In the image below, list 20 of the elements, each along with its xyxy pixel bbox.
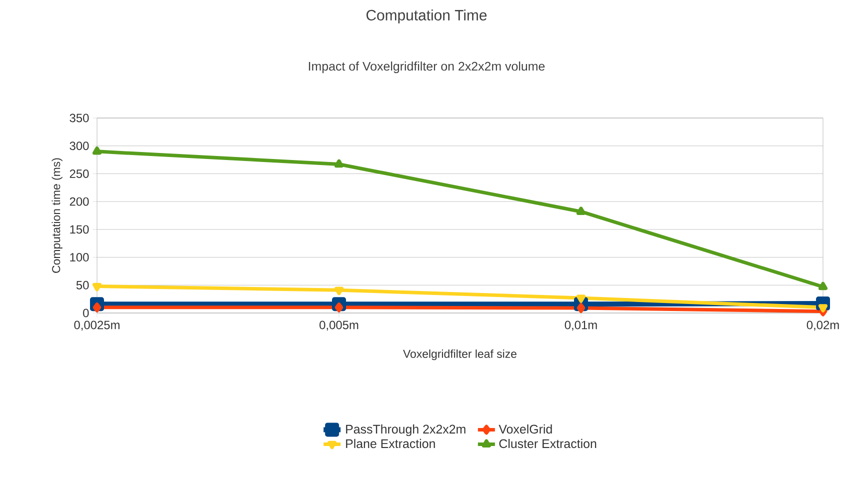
chart-subtitle: Impact of Voxelgridfilter on 2x2x2m volume	[308, 62, 545, 74]
x-tick-label: 0,005m	[320, 320, 358, 331]
legend-label: Cluster Extraction	[499, 438, 596, 448]
y-tick-label: 350	[70, 114, 89, 122]
y-tick-label: 50	[76, 280, 89, 290]
y-tick-label: 150	[70, 225, 89, 234]
x-axis-title: Voxelgridfilter leaf size	[403, 349, 516, 360]
y-axis-title: Computation time (ms)	[52, 158, 62, 273]
x-tick-label: 0,0025m	[74, 320, 120, 331]
x-tick-label: 0,01m	[564, 320, 597, 331]
legend-label: VoxelGrid	[498, 424, 552, 434]
chart-title: Computation Time	[366, 10, 487, 24]
legend-label: Plane Extraction	[346, 438, 435, 448]
x-tick-label: 0,02m	[806, 320, 839, 331]
y-tick-label: 200	[70, 197, 89, 206]
y-tick-label: 300	[70, 142, 89, 150]
y-tick-label: 0	[83, 308, 89, 318]
y-tick-label: 250	[70, 169, 89, 178]
y-tick-label: 100	[70, 253, 89, 262]
legend-label: PassThrough 2x2x2m	[346, 424, 466, 436]
